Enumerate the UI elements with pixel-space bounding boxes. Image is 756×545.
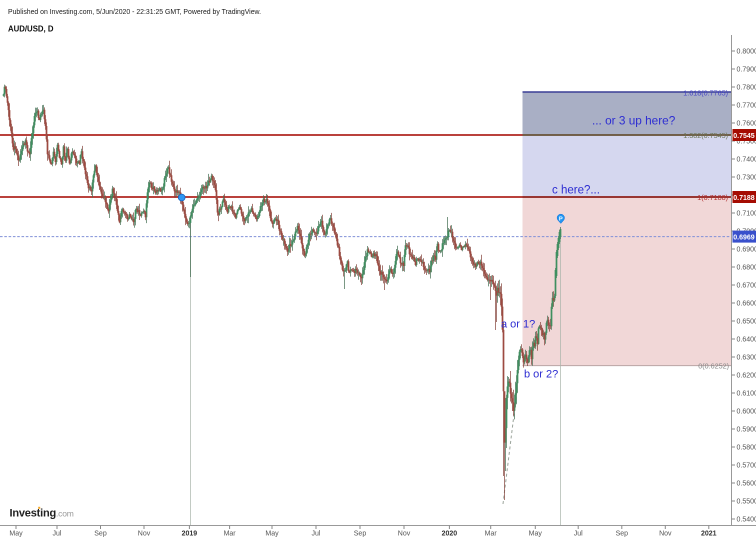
svg-text:0.5700: 0.5700 <box>737 462 756 469</box>
svg-text:0.6969: 0.6969 <box>733 235 755 242</box>
svg-text:Nov: Nov <box>398 531 411 538</box>
svg-text:0.7900: 0.7900 <box>737 66 756 73</box>
svg-text:0.6600: 0.6600 <box>737 300 756 307</box>
svg-text:b or 2?: b or 2? <box>524 369 558 381</box>
svg-text:0.7188: 0.7188 <box>733 195 755 202</box>
svg-text:Investing.com: Investing.com <box>10 508 74 520</box>
svg-text:0.5800: 0.5800 <box>737 444 756 451</box>
svg-text:0.6000: 0.6000 <box>737 408 756 415</box>
svg-text:2021: 2021 <box>701 531 717 538</box>
svg-text:0.7600: 0.7600 <box>737 120 756 127</box>
svg-text:P: P <box>559 217 563 223</box>
svg-text:c here?...: c here?... <box>552 185 600 197</box>
svg-text:Published on Investing.com, 5/: Published on Investing.com, 5/Jun/2020 -… <box>8 9 261 16</box>
svg-text:0.6400: 0.6400 <box>737 336 756 343</box>
svg-text:1.382(0.7545): 1.382(0.7545) <box>683 131 728 140</box>
svg-text:0.5400: 0.5400 <box>737 516 756 523</box>
svg-text:1(0.7188): 1(0.7188) <box>697 193 728 202</box>
svg-text:Nov: Nov <box>138 531 151 538</box>
svg-text:Mar: Mar <box>224 531 237 538</box>
svg-text:Jul: Jul <box>312 531 321 538</box>
svg-text:a or 1?: a or 1? <box>501 319 535 331</box>
svg-text:0.7100: 0.7100 <box>737 210 756 217</box>
svg-text:Nov: Nov <box>659 531 672 538</box>
svg-text:Sep: Sep <box>94 531 107 538</box>
svg-text:Sep: Sep <box>354 531 367 538</box>
svg-text:0.6300: 0.6300 <box>737 354 756 361</box>
svg-text:0.5900: 0.5900 <box>737 426 756 433</box>
svg-text:... or 3 up here?: ... or 3 up here? <box>592 114 676 128</box>
svg-text:2020: 2020 <box>442 531 458 538</box>
svg-text:Mar: Mar <box>485 531 498 538</box>
svg-text:0.5600: 0.5600 <box>737 480 756 487</box>
svg-text:0.8000: 0.8000 <box>737 48 756 55</box>
svg-text:AUD/USD, D: AUD/USD, D <box>8 25 54 34</box>
svg-text:0.7700: 0.7700 <box>737 102 756 109</box>
svg-text:0.6800: 0.6800 <box>737 264 756 271</box>
svg-text:0.7400: 0.7400 <box>737 156 756 163</box>
svg-text:0.7800: 0.7800 <box>737 84 756 91</box>
svg-text:1.618(0.7765): 1.618(0.7765) <box>683 89 728 98</box>
svg-text:Jul: Jul <box>53 531 62 538</box>
svg-text:0(0.6252): 0(0.6252) <box>698 362 729 371</box>
svg-text:0.6200: 0.6200 <box>737 372 756 379</box>
svg-text:2019: 2019 <box>182 531 198 538</box>
svg-text:0.7545: 0.7545 <box>733 133 755 140</box>
svg-text:May: May <box>529 531 543 538</box>
svg-text:0.6700: 0.6700 <box>737 282 756 289</box>
svg-text:Jul: Jul <box>574 531 583 538</box>
svg-text:Sep: Sep <box>616 531 629 538</box>
svg-text:0.5500: 0.5500 <box>737 498 756 505</box>
svg-text:May: May <box>9 531 23 538</box>
svg-text:May: May <box>265 531 279 538</box>
svg-text:0.7300: 0.7300 <box>737 174 756 181</box>
svg-text:0.6900: 0.6900 <box>737 246 756 253</box>
svg-text:0.6100: 0.6100 <box>737 390 756 397</box>
svg-text:0.6500: 0.6500 <box>737 318 756 325</box>
